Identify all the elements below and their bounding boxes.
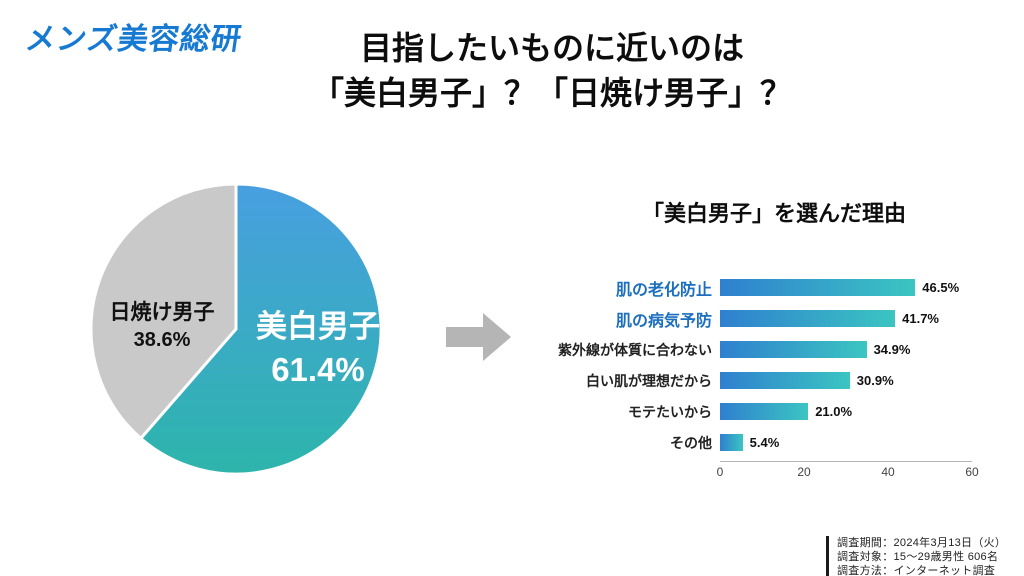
axis-tick-label: 0 [716, 465, 724, 479]
axis-tick-label: 20 [797, 465, 811, 479]
logo: メンズ美容総研 [23, 23, 245, 56]
bar-row: 肌の老化防止 46.5% [552, 272, 996, 303]
page-title: 目指したいものに近いのは 「美白男子」？「日焼け男子」？ [262, 26, 842, 117]
title-line2: 「美白男子」？「日焼け男子」？ [311, 75, 792, 112]
bar [720, 372, 850, 389]
pie-chart: 日焼け男子 38.6% 美白男子 61.4% [88, 181, 384, 477]
pie-slice-value: 61.4% [271, 350, 365, 388]
bar-value-label: 21.0% [815, 404, 853, 419]
bar-value-label: 41.7% [902, 311, 939, 326]
bar [720, 310, 896, 327]
bar [720, 403, 809, 420]
bar-track: 30.9% [720, 372, 972, 389]
bar-category-label: 肌の病気予防 [615, 312, 712, 330]
bar-track: 41.7% [720, 310, 972, 327]
pie-label-tanned: 日焼け男子 38.6% [88, 299, 236, 354]
bar-rows: 肌の老化防止 46.5% 肌の病気予防 41.7% 紫外線が体質に合わない 34.9% 白い… [552, 272, 996, 458]
axis-tick-label: 60 [965, 465, 979, 479]
survey-method: 調査方法：インターネット調査 [837, 565, 996, 576]
bar-chart: 「美白男子」を選んだ理由 肌の老化防止 46.5% 肌の病気予防 41.7% 紫外線が体… [552, 196, 996, 480]
bar-value-label: 5.4% [749, 435, 780, 450]
pie-slice-label: 日焼け男子 [109, 301, 215, 324]
bar [720, 341, 867, 358]
bar-track: 5.4% [720, 434, 972, 451]
pie-chart-svg [89, 182, 383, 476]
bar-track: 21.0% [720, 403, 972, 420]
bar-category-label: 肌の老化防止 [615, 281, 712, 299]
survey-period: 調査期間：2024年3月13日（火） [837, 537, 1007, 549]
pie-slice-value: 38.6% [133, 329, 191, 352]
bar-chart-title: 「美白男子」を選んだ理由 [641, 201, 906, 226]
bar-row: 白い肌が理想だから 30.9% [552, 365, 996, 396]
pie-slice-label: 美白男子 [256, 309, 380, 344]
bar-value-label: 46.5% [922, 280, 960, 295]
bar-category-label: 紫外線が体質に合わない [558, 341, 712, 358]
pie-slice-1 [89, 182, 238, 441]
bar [720, 434, 743, 451]
x-axis: 0 20 40 60 [716, 461, 979, 480]
bar-category-label: その他 [670, 434, 712, 451]
bar-row: 肌の病気予防 41.7% [552, 303, 996, 334]
bar-value-label: 34.9% [873, 342, 911, 357]
survey-subjects: 調査対象：15〜29歳男性 606名 [837, 551, 999, 564]
bar-value-label: 30.9% [856, 373, 894, 388]
pie-slice-0 [138, 182, 383, 476]
bar-track: 46.5% [720, 279, 972, 296]
bar-row: その他 5.4% [552, 427, 996, 458]
bar-category-label: 白い肌が理想だから [586, 372, 712, 389]
arrow-right-icon [446, 313, 511, 361]
pie-label-fair: 美白男子 61.4% [226, 307, 410, 391]
axis-tick-label: 40 [881, 465, 895, 479]
title-line1: 目指したいものに近いのは [359, 30, 744, 66]
bar-track: 34.9% [720, 341, 972, 358]
bar-category-label: モテたいから [628, 403, 712, 420]
bar [720, 279, 916, 296]
survey-info: 調査期間：2024年3月13日（火） 調査対象：15〜29歳男性 606名 調査… [826, 536, 1006, 576]
bar-row: モテたいから 21.0% [552, 396, 996, 427]
bar-row: 紫外線が体質に合わない 34.9% [552, 334, 996, 365]
